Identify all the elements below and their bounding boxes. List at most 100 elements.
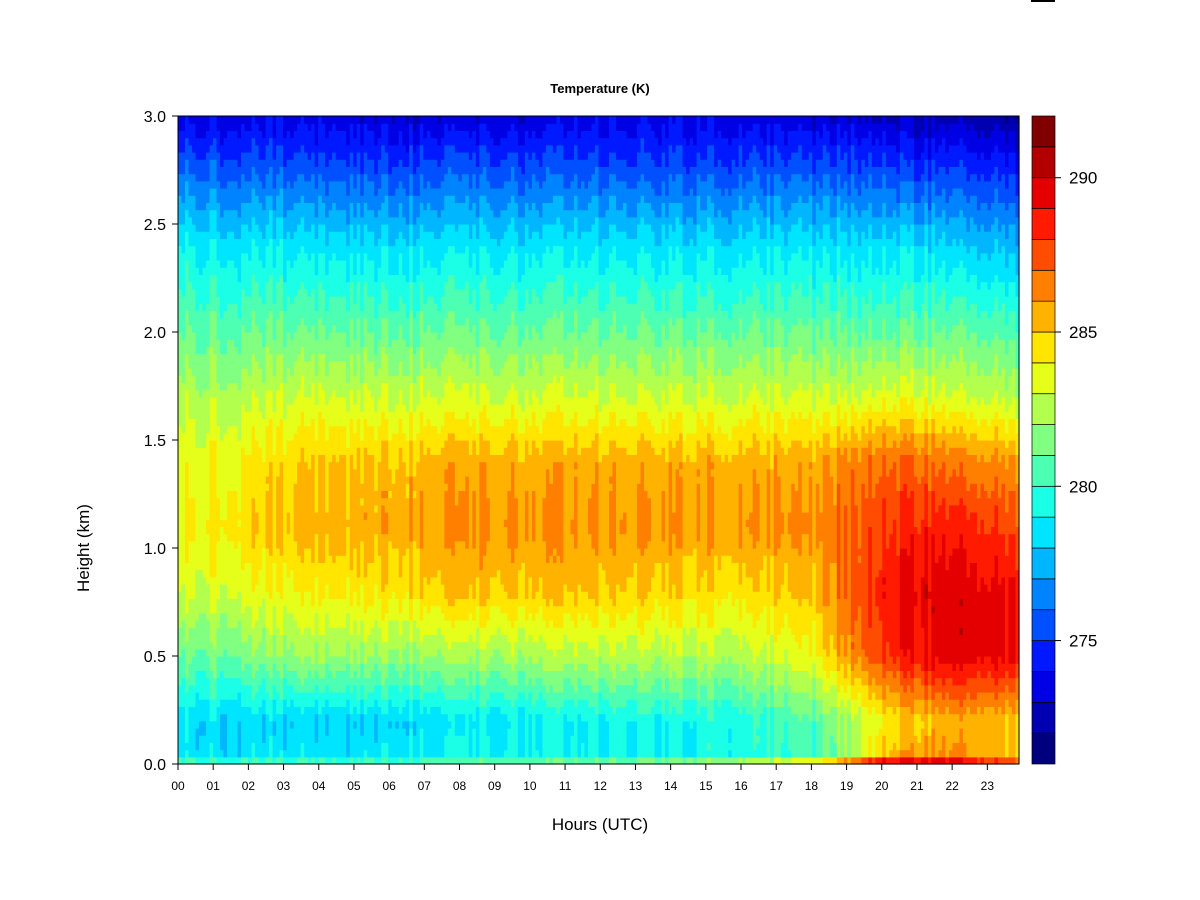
heatmap-cell	[325, 188, 330, 196]
heatmap-cell	[213, 591, 218, 599]
heatmap-cell	[339, 598, 344, 607]
heatmap-cell	[181, 144, 186, 153]
heatmap-cell	[342, 180, 347, 189]
heatmap-cell	[346, 216, 351, 225]
heatmap-cell	[223, 684, 228, 693]
heatmap-cell	[349, 756, 354, 765]
heatmap-cell	[342, 519, 347, 527]
heatmap-cell	[188, 756, 193, 765]
heatmap-cell	[304, 267, 309, 275]
heatmap-cell	[258, 216, 263, 225]
heatmap-cell	[251, 418, 256, 427]
heatmap-cell	[185, 584, 190, 592]
heatmap-cell	[297, 224, 302, 232]
heatmap-cell	[178, 461, 183, 470]
heatmap-cell	[195, 591, 200, 599]
heatmap-cell	[223, 440, 228, 448]
heatmap-cell	[325, 512, 330, 520]
heatmap-cell	[335, 288, 340, 297]
heatmap-cell	[276, 742, 281, 751]
heatmap-cell	[202, 735, 207, 743]
heatmap-cell	[209, 540, 214, 549]
heatmap-cell	[353, 699, 358, 707]
heatmap-cell	[178, 238, 183, 247]
heatmap-cell	[339, 706, 344, 715]
heatmap-cell	[293, 137, 298, 146]
heatmap-cell	[307, 519, 312, 527]
heatmap-cell	[314, 684, 319, 693]
heatmap-cell	[237, 490, 242, 499]
heatmap-cell	[346, 713, 351, 722]
heatmap-cell	[339, 274, 344, 283]
heatmap-cell	[206, 540, 211, 549]
heatmap-cell	[297, 490, 302, 499]
heatmap-cell	[349, 641, 354, 650]
heatmap-cell	[300, 756, 305, 765]
heatmap-cell	[370, 735, 375, 743]
heatmap-cell	[244, 756, 249, 765]
heatmap-cell	[262, 195, 267, 203]
heatmap-cell	[220, 576, 225, 585]
heatmap-cell	[342, 224, 347, 232]
heatmap-cell	[213, 382, 218, 391]
heatmap-cell	[178, 418, 183, 427]
heatmap-cell	[195, 562, 200, 571]
heatmap-cell	[279, 512, 284, 520]
heatmap-cell	[297, 144, 302, 153]
heatmap-cell	[307, 375, 312, 383]
heatmap-cell	[297, 209, 302, 218]
heatmap-cell	[311, 296, 316, 304]
heatmap-cell	[356, 720, 361, 729]
heatmap-cell	[244, 641, 249, 650]
heatmap-cell	[311, 490, 316, 499]
heatmap-cell	[321, 231, 326, 239]
heatmap-cell	[314, 332, 319, 340]
heatmap-cell	[241, 188, 246, 196]
heatmap-cell	[321, 584, 326, 592]
heatmap-cell	[332, 339, 337, 347]
heatmap-cell	[213, 166, 218, 175]
heatmap-cell	[304, 404, 309, 412]
heatmap-cell	[332, 620, 337, 628]
heatmap-cell	[293, 576, 298, 585]
heatmap-cell	[360, 555, 365, 563]
heatmap-cell	[370, 540, 375, 549]
heatmap-cell	[234, 317, 239, 326]
heatmap-cell	[206, 562, 211, 571]
heatmap-cell	[230, 231, 235, 239]
heatmap-cell	[339, 555, 344, 563]
heatmap-cell	[178, 720, 183, 729]
heatmap-cell	[255, 418, 260, 427]
heatmap-cell	[349, 742, 354, 751]
heatmap-cell	[216, 404, 221, 412]
heatmap-cell	[258, 735, 263, 743]
heatmap-cell	[265, 245, 270, 254]
heatmap-cell	[332, 591, 337, 599]
heatmap-cell	[255, 533, 260, 542]
heatmap-cell	[307, 425, 312, 434]
heatmap-cell	[353, 209, 358, 218]
heatmap-cell	[339, 749, 344, 758]
heatmap-cell	[342, 166, 347, 175]
heatmap-cell	[195, 699, 200, 707]
heatmap-cell	[199, 605, 204, 614]
heatmap-cell	[286, 641, 291, 650]
heatmap-cell	[206, 267, 211, 275]
heatmap-cell	[248, 396, 253, 405]
heatmap-cell	[356, 209, 361, 218]
heatmap-cell	[356, 425, 361, 434]
heatmap-cell	[216, 706, 221, 715]
heatmap-cell	[363, 116, 368, 124]
heatmap-cell	[297, 584, 302, 592]
heatmap-cell	[220, 670, 225, 679]
heatmap-cell	[195, 627, 200, 635]
heatmap-cell	[279, 440, 284, 448]
heatmap-cell	[241, 483, 246, 491]
heatmap-cell	[370, 533, 375, 542]
heatmap-cell	[346, 440, 351, 448]
heatmap-cell	[325, 533, 330, 542]
heatmap-cell	[283, 641, 288, 650]
heatmap-cell	[209, 605, 214, 614]
heatmap-cell	[279, 648, 284, 657]
heatmap-cell	[346, 123, 351, 131]
